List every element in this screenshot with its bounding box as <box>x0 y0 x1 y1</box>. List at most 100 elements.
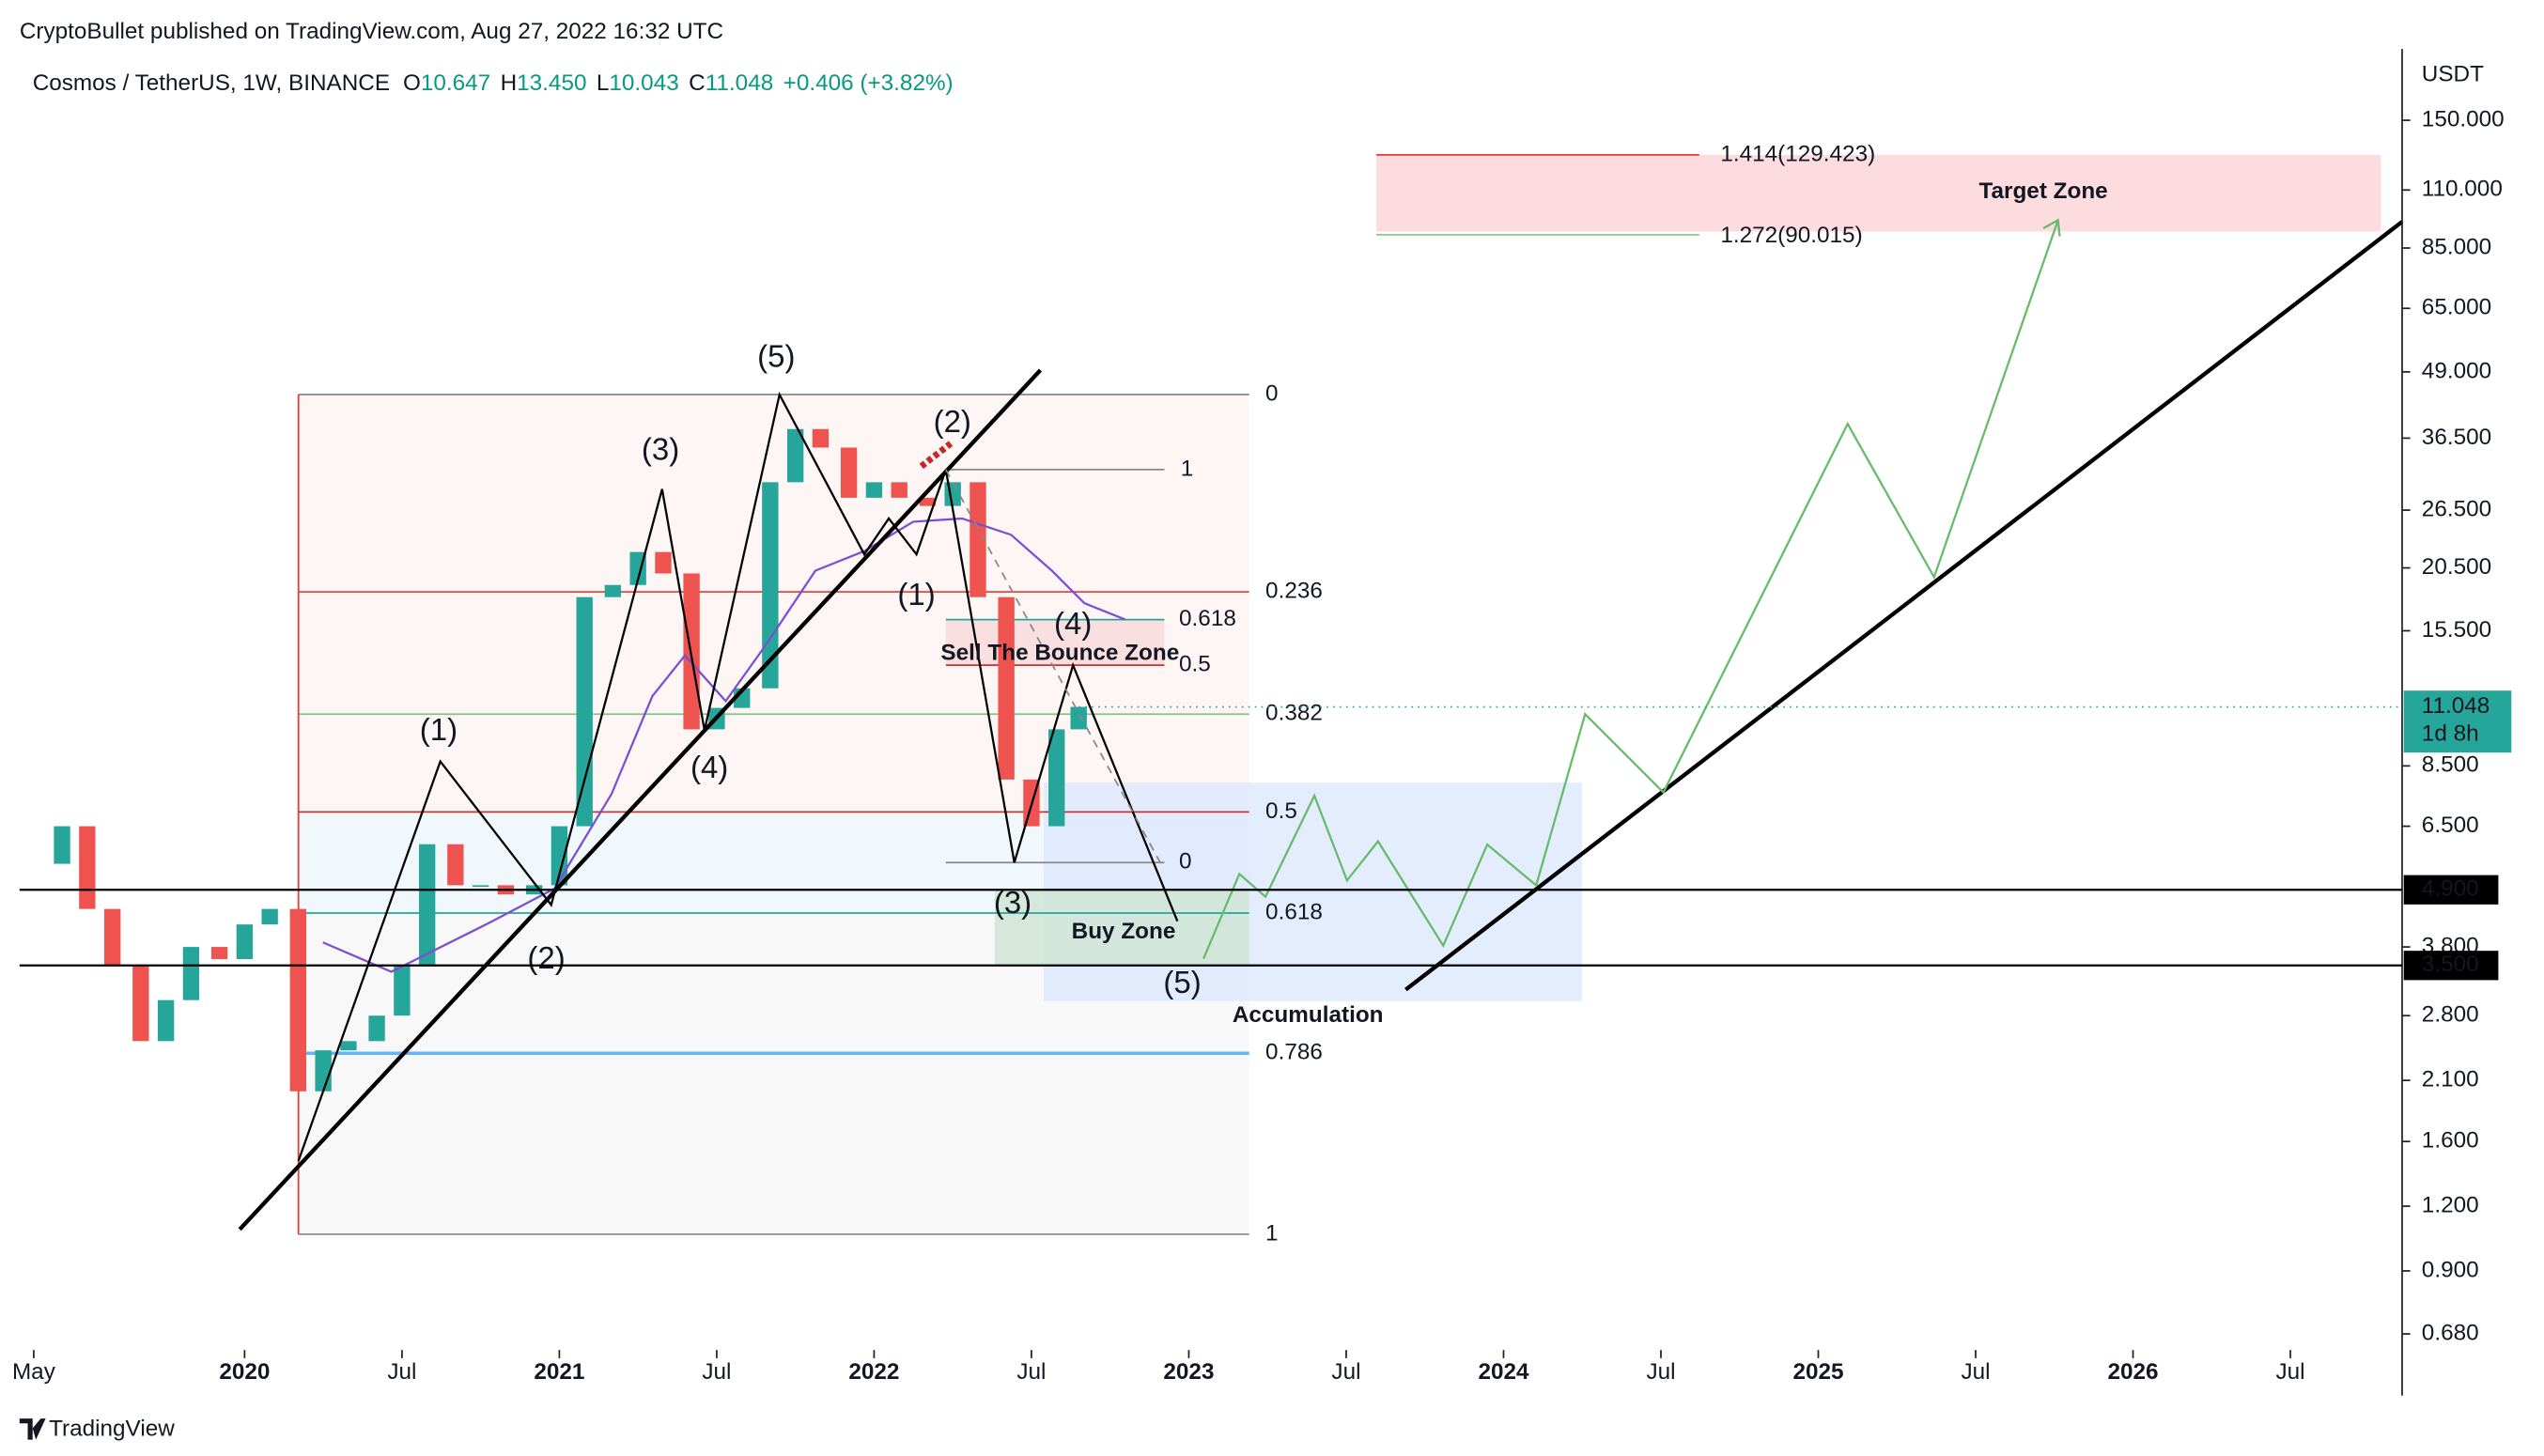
shape <box>919 441 954 470</box>
target-zone: Target Zone <box>1978 178 2107 204</box>
candle <box>551 826 568 886</box>
shape <box>945 619 1165 666</box>
shape <box>297 391 947 1162</box>
label: 0.618 <box>1265 899 1323 924</box>
shape <box>1376 154 2381 232</box>
candle <box>865 482 883 498</box>
level-tag-label: 4.900 <box>2422 876 2479 902</box>
label: (2) <box>934 404 971 439</box>
x-tick-label: 2021 <box>534 1359 584 1385</box>
label: 1.272(90.015) <box>1720 223 1862 248</box>
y-tick-label: 8.500 <box>2422 752 2479 778</box>
wave-labels: (1) (2) (3) (4) (5) (1) (2) (3) (4) (5) <box>420 339 1202 1000</box>
shape <box>944 469 1179 922</box>
candle <box>1070 706 1087 730</box>
y-tick-label: 15.500 <box>2422 617 2491 643</box>
candle <box>132 965 149 1042</box>
candle <box>970 482 986 597</box>
candle <box>368 1015 385 1042</box>
axis-unit: USDT <box>2422 61 2484 86</box>
candle <box>340 1041 357 1051</box>
x-tick-label: Jul <box>702 1359 731 1385</box>
candle <box>394 965 411 1016</box>
c: C <box>689 71 706 97</box>
label: 1 <box>1265 1220 1279 1246</box>
candle <box>576 596 593 827</box>
candle <box>54 826 70 864</box>
candle <box>261 908 278 925</box>
sell-zone: Sell The Bounce Zone <box>940 640 1179 665</box>
o: O <box>403 71 421 97</box>
label: 0.5 <box>1179 652 1211 677</box>
y-tick-label: 2.100 <box>2422 1067 2479 1092</box>
countdown: 1d 8h <box>2422 720 2479 746</box>
y-tick-label: 2.800 <box>2422 1002 2479 1028</box>
candle <box>786 428 804 483</box>
candle <box>103 908 121 966</box>
high: 13.450 <box>517 71 586 97</box>
level-tag-label: 3.500 <box>2422 952 2479 977</box>
label: (4) <box>1054 606 1092 641</box>
x-tick-label: Jul <box>2276 1359 2305 1385</box>
y-tick-label: 150.000 <box>2422 106 2505 132</box>
l: L <box>597 71 610 97</box>
candle <box>182 947 200 1000</box>
x-tick-label: 2026 <box>2107 1359 2158 1385</box>
label: (5) <box>1163 965 1201 999</box>
shape <box>945 469 1162 865</box>
label: (3) <box>642 432 679 467</box>
candle <box>447 844 464 886</box>
h: H <box>501 71 518 97</box>
x-tick-label: 2023 <box>1163 1359 1214 1385</box>
last-price-label: 11.048 <box>2422 693 2490 719</box>
candle <box>919 497 937 506</box>
accumulation: Accumulation <box>1233 1002 1384 1028</box>
drawings <box>238 49 2404 1396</box>
shape <box>1202 219 2059 960</box>
shape <box>322 517 1126 973</box>
y-tick-label: 0.680 <box>2422 1320 2479 1345</box>
publisher: CryptoBullet published on TradingView.co… <box>20 19 723 44</box>
change: +0.406 (+3.82%) <box>783 71 954 97</box>
candle <box>419 844 436 966</box>
y-tick-label: 110.000 <box>2422 177 2503 202</box>
candle <box>236 924 254 960</box>
candle <box>944 482 961 506</box>
candle <box>157 999 175 1042</box>
legend: Cosmos / TetherUS, 1W, BINANCE O10.647 H13… <box>33 71 954 97</box>
x-tick-label: 2024 <box>1478 1359 1529 1385</box>
label: 0.786 <box>1265 1040 1323 1065</box>
shape <box>2042 218 2061 237</box>
shape <box>238 368 1043 1231</box>
label: (1) <box>420 712 458 747</box>
candle <box>472 885 489 888</box>
x-tick-label: 2025 <box>1792 1359 1843 1385</box>
candle <box>79 826 96 909</box>
fib-labels: 0 0.236 0.382 0.5 0.618 0.786 1 1 0.618 … <box>1179 141 1875 1246</box>
candle <box>762 482 779 689</box>
candle <box>812 428 830 448</box>
y-tick-label: 49.000 <box>2422 358 2491 383</box>
x-tick-label: 2020 <box>219 1359 270 1385</box>
buy-zone: Buy Zone <box>1072 919 1176 944</box>
label: (4) <box>690 750 728 784</box>
label: (5) <box>757 339 795 374</box>
low: 10.043 <box>609 71 678 97</box>
close: 11.048 <box>706 71 774 97</box>
y-tick-label: 26.500 <box>2422 497 2491 522</box>
candle <box>655 551 672 574</box>
label: 0 <box>1179 849 1192 875</box>
y-tick-label: 36.500 <box>2422 425 2491 450</box>
candle <box>210 947 228 960</box>
footer-logo: TradingView <box>49 1417 175 1442</box>
candle <box>840 447 858 498</box>
logo <box>19 1418 46 1440</box>
candle <box>604 584 622 597</box>
x-tick-label: May <box>12 1359 56 1385</box>
y-tick-label: 85.000 <box>2422 234 2491 259</box>
x-tick-label: Jul <box>1961 1359 1990 1385</box>
label: 0.618 <box>1179 606 1236 631</box>
x-tick-label: Jul <box>387 1359 416 1385</box>
label: (1) <box>897 577 935 612</box>
